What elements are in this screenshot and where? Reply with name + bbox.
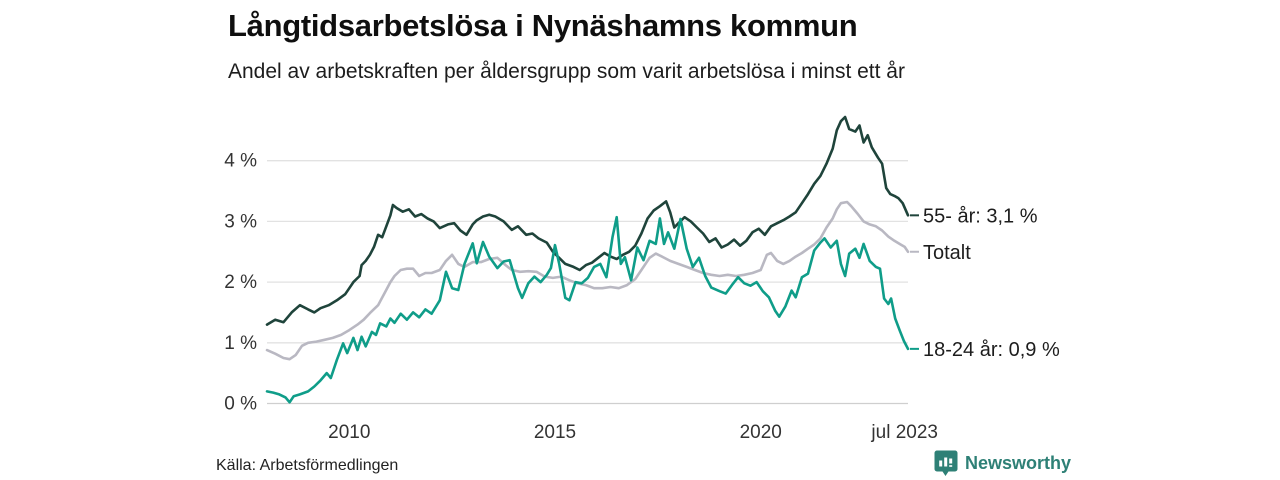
y-axis-tick-label: 3 % [224, 211, 257, 232]
chart-subtitle: Andel av arbetskraften per åldersgrupp s… [228, 60, 905, 83]
series-line-18-24-r [265, 215, 910, 404]
y-axis-tick-label: 0 % [224, 394, 257, 415]
x-axis-tick-label: 2020 [740, 422, 782, 443]
series-line-totalt [265, 200, 910, 361]
newsworthy-logo: Newsworthy [934, 450, 1071, 477]
series-line-55-r [265, 115, 910, 326]
x-axis-tick-label: 2015 [534, 422, 576, 443]
newsworthy-logo-text: Newsworthy [965, 453, 1072, 473]
y-axis-tick-label: 1 % [224, 333, 257, 354]
y-axis-tick-label: 2 % [224, 272, 257, 293]
x-axis-tick-label: jul 2023 [870, 422, 938, 443]
source-note: Källa: Arbetsförmedlingen [216, 457, 399, 474]
y-axis-tick-label: 4 % [224, 151, 257, 172]
series-end-label: 55- år: 3,1 % [923, 205, 1038, 227]
page-title: Långtidsarbetslösa i Nynäshamns kommun [228, 8, 858, 43]
x-axis-tick-label: 2010 [328, 422, 370, 443]
bar-chart-pin-icon [934, 450, 958, 476]
series-end-label: 18-24 år: 0,9 % [923, 339, 1060, 361]
series-end-label: Totalt [923, 242, 971, 264]
